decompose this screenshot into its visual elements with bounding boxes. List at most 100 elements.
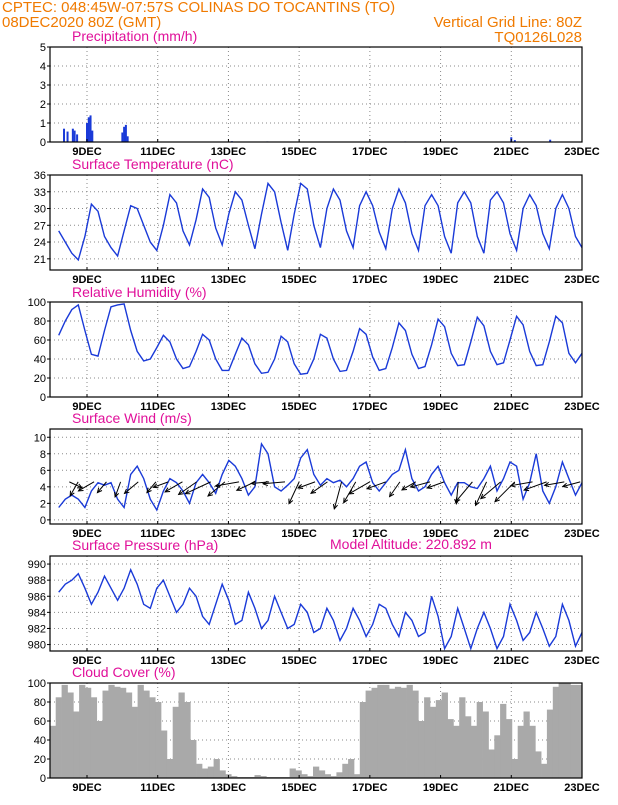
wind-vector-head-7 [152, 483, 159, 489]
pressure-xtick-5: 19DEC [423, 655, 459, 667]
wind-vector-7 [152, 481, 169, 489]
precip-bar-7 [89, 115, 92, 142]
cloud-bar-84 [541, 763, 548, 779]
cloud-xtick-4: 17DEC [352, 782, 388, 794]
cloud-bar-22 [178, 692, 185, 778]
wind-vector-shaft-4 [114, 481, 122, 498]
cloud-bar-77 [500, 703, 507, 778]
wind-vector-head-5 [123, 488, 130, 495]
cloud-bar-29 [219, 770, 226, 778]
wind-vector-head-4 [114, 491, 120, 498]
wind-vector-19 [332, 481, 343, 511]
precip-ytick-1: 1 [40, 118, 46, 130]
cloud-bar-61 [406, 684, 413, 778]
wind-vector-shaft-1 [69, 481, 79, 496]
wind-vector-12 [214, 481, 240, 488]
precip-bar-4 [76, 134, 79, 142]
wind-vector-head-12 [214, 482, 221, 488]
pressure-xtick-2: 13DEC [211, 655, 247, 667]
wind-vector-head-29 [475, 500, 480, 507]
cloud-bar-56 [377, 684, 384, 778]
cloud-bar-42 [295, 770, 302, 778]
wind-vector-head-17 [297, 484, 304, 489]
wind-vector-26 [426, 481, 445, 489]
wind-vector-shaft-22 [366, 481, 386, 490]
wind-vector-head-30 [479, 493, 486, 500]
cloud-bar-20 [166, 759, 174, 778]
wind-xtick-3: 15DEC [281, 528, 317, 540]
wind-vector-33 [523, 481, 547, 492]
wind-vector-shaft-2 [78, 481, 95, 492]
wind-vector-shaft-6 [146, 481, 157, 493]
wind-vector-shaft-33 [523, 481, 547, 491]
wind-vector-shaft-30 [480, 481, 501, 499]
cloud-bar-10 [108, 684, 115, 778]
cloud-ytick-1: 20 [34, 754, 46, 766]
wind-vector-head-22 [365, 484, 372, 490]
rh-xtick-0: 9DEC [72, 401, 101, 413]
wind-vector-head-6 [146, 487, 152, 494]
wind-ytick-2: 4 [40, 482, 46, 494]
model-altitude-label: Model Altitude: 220.892 m [330, 536, 492, 552]
precip-bar-5 [86, 123, 88, 142]
rh-xtick-4: 17DEC [352, 401, 388, 413]
wind-vector-head-21 [348, 489, 355, 495]
pressure-ytick-3: 986 [28, 591, 46, 603]
wind-vector-head-1 [69, 490, 75, 497]
cloud-bar-24 [190, 740, 197, 778]
cloud-bar-16 [143, 690, 150, 778]
cloud-bar-63 [418, 721, 425, 778]
wind-vector-head-0 [76, 483, 84, 489]
wind-vector-head-20 [343, 497, 349, 504]
wind-vector-head-31 [494, 496, 500, 503]
precip-xtick-2: 13DEC [211, 146, 247, 158]
cloud-bar-1 [55, 697, 62, 779]
cloud-bar-57 [383, 684, 390, 778]
precip-bar-17 [513, 140, 516, 142]
panel-cloud: Cloud Cover (%) 0 20 40 60 80 100 9DEC 11DEC 13DE… [28, 664, 600, 794]
precip-bar-0 [63, 128, 66, 142]
cloud-bar-66 [435, 700, 443, 778]
wind-series-line [58, 441, 583, 512]
cloud-bar-70 [459, 697, 466, 779]
precip-bar-9 [121, 132, 124, 142]
precip-xtick-3: 15DEC [281, 146, 317, 158]
header-grid-note: Vertical Grid Line: 80Z [434, 14, 582, 31]
wind-vector-head-28 [454, 496, 461, 503]
wind-vector-16 [288, 481, 300, 505]
pressure-xtick-6: 21DEC [494, 655, 530, 667]
cloud-bar-28 [213, 759, 220, 778]
cloud-bar-21 [172, 706, 179, 779]
precip-bar-2 [71, 128, 74, 142]
cloud-bar-3 [67, 692, 74, 778]
precip-title: Precipitation (mm/h) [72, 28, 197, 44]
wind-vector-shaft-9 [178, 481, 197, 495]
precip-xtick-6: 21DEC [494, 146, 530, 158]
cloud-title: Cloud Cover (%) [72, 664, 175, 680]
wind-vector-17 [297, 481, 316, 489]
temp-ytick-5: 36 [34, 170, 46, 182]
wind-ytick-5: 10 [34, 432, 46, 444]
wind-vector-35 [561, 481, 581, 488]
cloud-bar-73 [476, 702, 483, 778]
cloud-bar-90 [576, 684, 583, 778]
wind-vector-shaft-10 [185, 481, 211, 495]
cloud-bar-14 [131, 706, 138, 779]
wind-vector-head-8 [164, 487, 171, 493]
cloud-bar-15 [137, 684, 144, 778]
wind-vector-2 [77, 481, 95, 492]
wind-vector-10 [184, 481, 211, 495]
rh-xtick-2: 13DEC [211, 401, 247, 413]
cloud-bar-49 [336, 772, 343, 778]
precip-bar-3 [73, 130, 76, 142]
wind-vector-6 [146, 481, 157, 494]
pressure-xtick-0: 9DEC [72, 655, 101, 667]
precip-xtick-4: 17DEC [352, 146, 388, 158]
temp-ytick-0: 21 [34, 254, 46, 266]
cloud-bar-86 [552, 686, 560, 778]
temp-xtick-7: 23DEC [564, 274, 600, 286]
wind-vector-shaft-17 [297, 481, 316, 489]
precip-ytick-0: 0 [40, 137, 46, 149]
wind-vector-head-26 [426, 484, 433, 489]
